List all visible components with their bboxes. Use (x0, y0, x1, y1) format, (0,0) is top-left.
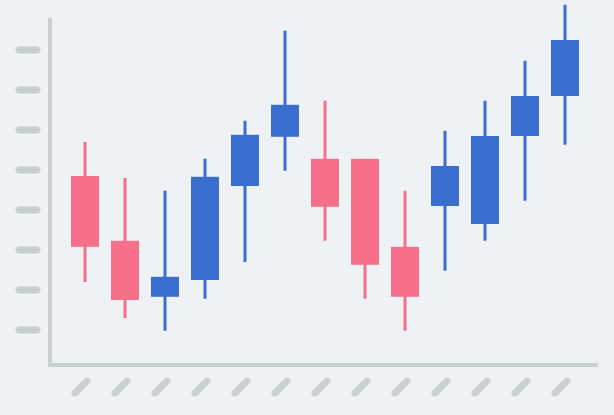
x-tick-placeholder (511, 377, 531, 397)
x-tick-placeholder (431, 377, 451, 397)
candle-body (471, 136, 499, 224)
candle-body (191, 176, 219, 280)
x-tick-placeholder (391, 377, 411, 397)
x-tick-placeholder (271, 377, 291, 397)
candle-body (71, 176, 99, 247)
candle-body (111, 240, 139, 300)
candle-body (431, 166, 459, 206)
x-tick-placeholder (71, 377, 91, 397)
candle-body (311, 158, 339, 207)
x-tick-placeholder (471, 377, 491, 397)
x-tick-placeholder (311, 377, 331, 397)
candle-body (511, 96, 539, 136)
x-tick-placeholder (191, 377, 211, 397)
x-tick-placeholder (111, 377, 131, 397)
candle-body (551, 40, 579, 96)
candle-body (351, 158, 379, 265)
candle-body (231, 134, 259, 186)
x-tick-placeholder (551, 377, 571, 397)
x-tick-placeholder (151, 377, 171, 397)
x-tick-placeholder (231, 377, 251, 397)
candle-body (271, 104, 299, 137)
x-tick-placeholder (351, 377, 371, 397)
candle-body (151, 276, 179, 297)
candle-body (391, 246, 419, 297)
